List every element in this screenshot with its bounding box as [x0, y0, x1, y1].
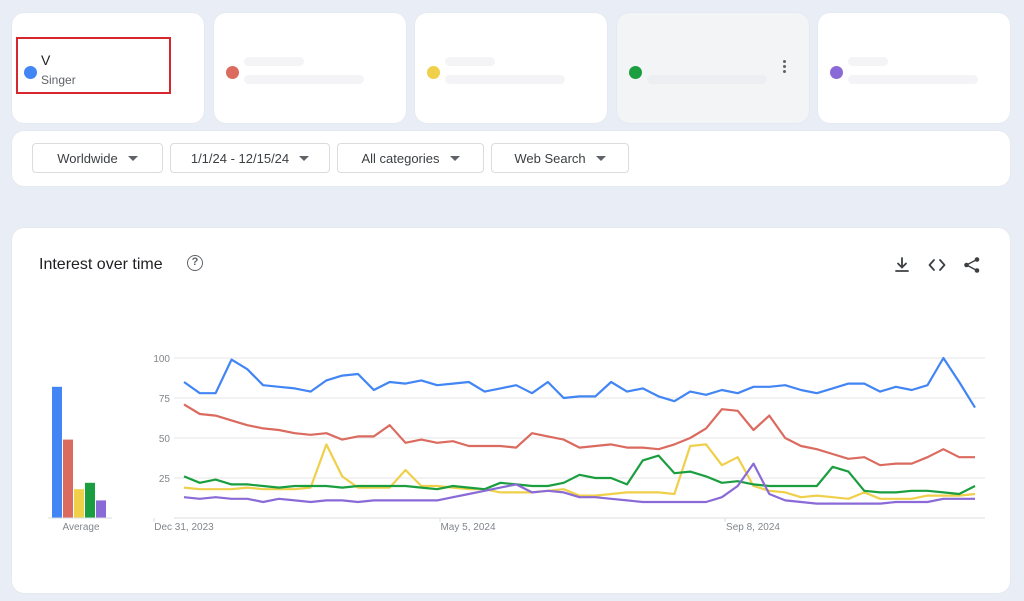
- region-dropdown[interactable]: Worldwide: [32, 143, 163, 173]
- interest-chart: 100 75 50 25 Dec 31, 2023 May 5, 2024 Sep 8, 2…: [48, 354, 985, 533]
- share-icon[interactable]: [962, 255, 982, 275]
- y-tick-label: 25: [159, 474, 171, 485]
- section-title: Interest over time: [39, 256, 163, 273]
- term-card-2[interactable]: [214, 13, 406, 123]
- term-placeholder-bar: [445, 75, 565, 84]
- term-color-dot: [830, 66, 843, 79]
- region-label: Worldwide: [57, 150, 118, 166]
- interest-over-time-card: Interest over time ? 100 75 50 25 Dec 31, 20…: [12, 228, 1010, 593]
- category-label: All categories: [361, 150, 440, 166]
- series-line-3: [183, 443, 976, 500]
- category-dropdown[interactable]: All categories: [337, 143, 484, 173]
- date-range-label: 1/1/24 - 12/15/24: [190, 150, 290, 166]
- highlight-box: [16, 37, 171, 94]
- term-color-dot: [226, 66, 239, 79]
- term-card-3[interactable]: [415, 13, 607, 123]
- term-subtitle: Singer: [41, 73, 76, 87]
- search-type-dropdown[interactable]: Web Search: [491, 143, 629, 173]
- y-tick-label: 50: [159, 434, 171, 445]
- series-line-5: [183, 462, 975, 505]
- average-label: Average: [62, 522, 100, 533]
- series-line-1: [183, 356, 976, 409]
- series-line-4: [183, 454, 976, 496]
- filter-bar: Worldwide 1/1/24 - 12/15/24 All categori…: [12, 131, 1010, 186]
- date-range-dropdown[interactable]: 1/1/24 - 12/15/24: [170, 143, 330, 173]
- term-placeholder-bar: [848, 57, 888, 66]
- y-tick-label: 100: [153, 354, 170, 365]
- term-placeholder-bar: [244, 75, 364, 84]
- term-color-dot: [427, 66, 440, 79]
- average-bar: [52, 386, 62, 518]
- term-color-dot: [24, 66, 37, 79]
- average-bar: [85, 482, 95, 518]
- code-icon[interactable]: [927, 255, 947, 275]
- average-bar: [96, 500, 106, 518]
- term-name: V: [41, 52, 51, 68]
- term-placeholder-bar: [244, 57, 304, 66]
- term-color-dot: [629, 66, 642, 79]
- y-tick-label: 75: [159, 394, 171, 405]
- search-type-label: Web Search: [514, 150, 586, 166]
- series-line-2: [183, 403, 975, 467]
- caret-down-icon: [299, 155, 310, 161]
- caret-down-icon: [449, 155, 460, 161]
- more-options-icon[interactable]: [777, 58, 791, 78]
- x-tick-label: Dec 31, 2023: [154, 522, 214, 533]
- term-card-1[interactable]: V Singer: [12, 13, 204, 123]
- average-bar: [74, 489, 84, 518]
- download-icon[interactable]: [892, 255, 912, 275]
- term-placeholder-bar: [647, 75, 767, 84]
- term-placeholder-bar: [848, 75, 978, 84]
- term-card-5[interactable]: [818, 13, 1010, 123]
- term-card-4[interactable]: [617, 13, 809, 123]
- average-bar: [63, 439, 73, 518]
- help-circle-icon[interactable]: ?: [187, 255, 203, 271]
- x-tick-label: Sep 8, 2024: [726, 522, 780, 533]
- caret-down-icon: [127, 155, 138, 161]
- x-tick-label: May 5, 2024: [440, 522, 495, 533]
- caret-down-icon: [595, 155, 606, 161]
- term-placeholder-bar: [445, 57, 495, 66]
